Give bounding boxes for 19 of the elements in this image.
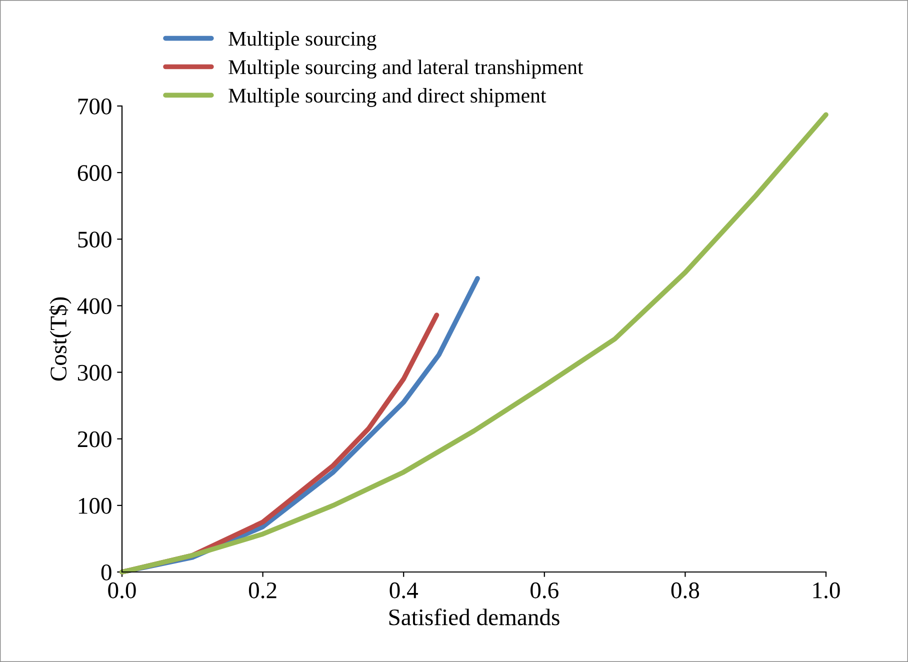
legend-label: Multiple sourcing and direct shipment [228, 88, 546, 107]
x-tick-label: 0.2 [248, 582, 276, 598]
y-tick-label: 500 [78, 232, 112, 248]
x-tick-label: 1.0 [813, 582, 840, 598]
x-tick-label: 0.0 [108, 582, 136, 598]
y-tick-label: 600 [78, 165, 112, 181]
y-axis-title: Cost(T$) [49, 297, 72, 381]
x-tick-label: 0.4 [390, 582, 418, 598]
y-tick-label: 0 [101, 564, 112, 580]
y-tick-label: 400 [77, 298, 112, 314]
y-tick-label: 700 [78, 98, 112, 114]
y-tick-label: 200 [78, 431, 112, 448]
legend-label: Multiple sourcing [228, 31, 376, 50]
y-tick-label: 300 [78, 364, 112, 381]
x-tick-label: 0.6 [530, 582, 558, 598]
legend-label: Multiple sourcing and lateral transhipment [228, 60, 584, 79]
x-axis-title: Satisfied demands [389, 608, 560, 626]
x-tick-label: 0.8 [671, 582, 700, 598]
y-tick-label: 100 [78, 498, 112, 514]
